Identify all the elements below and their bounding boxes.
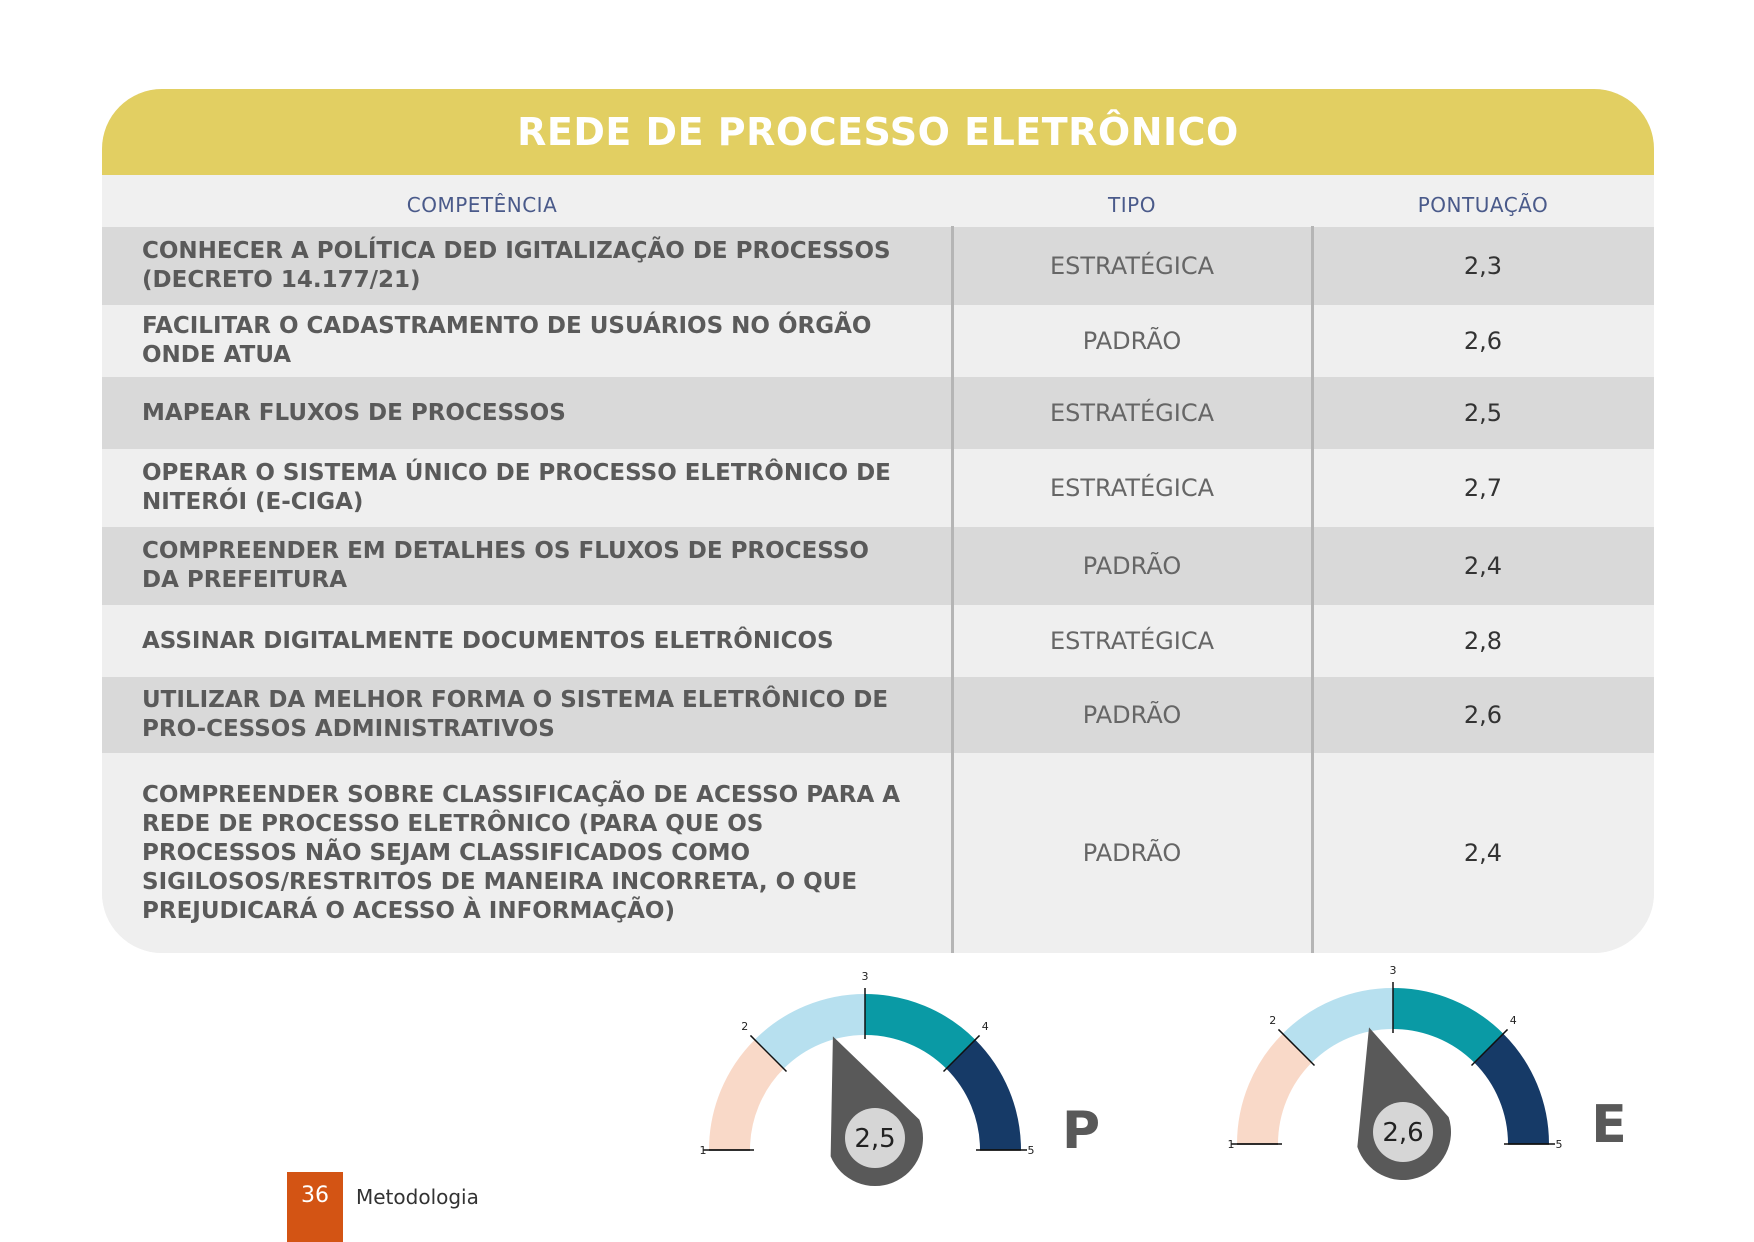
gauge-tick-label: 3 — [1390, 964, 1397, 977]
column-headers: COMPETÊNCIA TIPO PONTUAÇÃO — [102, 175, 1654, 227]
column-divider — [951, 226, 954, 953]
pontuacao-cell: 2,6 — [1463, 327, 1503, 355]
gauge-tick-label: 4 — [1510, 1014, 1517, 1027]
gauge-tick-label: 5 — [1028, 1144, 1035, 1157]
column-header-competencia: COMPETÊNCIA — [406, 193, 558, 217]
gauge-tick-label: 3 — [862, 970, 869, 983]
gauge-tick-label: 2 — [1269, 1014, 1276, 1027]
tipo-cell: ESTRATÉGICA — [1050, 399, 1214, 427]
gauge-band — [709, 1039, 784, 1150]
gauge-e: 1 2 3 4 5 2,6 E — [1228, 964, 1648, 1208]
gauge-band — [1393, 988, 1504, 1063]
gauge-tick-label: 4 — [982, 1020, 989, 1033]
table-row: UTILIZAR DA MELHOR FORMA O SISTEMA ELETR… — [102, 677, 1654, 753]
gauge-band — [1474, 1033, 1549, 1144]
competencia-cell: UTILIZAR DA MELHOR FORMA O SISTEMA ELETR… — [142, 687, 889, 742]
pontuacao-cell: 2,6 — [1463, 701, 1503, 729]
gauge-band — [946, 1039, 1021, 1150]
competencia-cell: FACILITAR O CADASTRAMENTO DE USUÁRIOS NO… — [142, 313, 872, 368]
tipo-cell: PADRÃO — [1082, 839, 1182, 867]
competencia-cell: COMPREENDER SOBRE CLASSIFICAÇÃO DE ACESS… — [142, 781, 901, 924]
table-row: CONHECER A POLÍTICA DED IGITALIZAÇÃO DE … — [102, 227, 1654, 305]
tipo-cell: PADRÃO — [1082, 552, 1182, 580]
gauge-tick-label: 5 — [1556, 1138, 1563, 1151]
column-divider — [1311, 226, 1314, 953]
tipo-cell: PADRÃO — [1082, 701, 1182, 729]
pontuacao-cell: 2,4 — [1463, 552, 1503, 580]
table-row: OPERAR O SISTEMA ÚNICO DE PROCESSO ELETR… — [102, 449, 1654, 527]
gauge-tick — [749, 1034, 788, 1073]
gauge-band — [1237, 1033, 1312, 1144]
pontuacao-cell: 2,3 — [1463, 252, 1503, 280]
gauge-value-label: 2,6 — [1382, 1118, 1423, 1148]
gauge-svg: 1 2 3 4 5 2,5 P — [700, 970, 1100, 1186]
gauge-tick — [942, 1034, 981, 1073]
gauge-value-circle — [845, 1108, 905, 1168]
gauge-p: 1 2 3 4 5 2,5 P — [700, 970, 1120, 1214]
gauge-band — [754, 994, 865, 1069]
page-number: 36 — [287, 1172, 343, 1242]
gauge-tick-label: 1 — [1228, 1138, 1235, 1151]
table-row: COMPREENDER EM DETALHES OS FLUXOS DE PRO… — [102, 527, 1654, 605]
gauge-letter: P — [1062, 1101, 1100, 1161]
gauge-tick — [1277, 1028, 1316, 1067]
pontuacao-cell: 2,7 — [1463, 474, 1503, 502]
gauge-band — [1282, 988, 1393, 1063]
competencia-cell: OPERAR O SISTEMA ÚNICO DE PROCESSO ELETR… — [142, 460, 891, 515]
table-row: FACILITAR O CADASTRAMENTO DE USUÁRIOS NO… — [102, 305, 1654, 377]
table-header-bar: REDE DE PROCESSO ELETRÔNICO — [102, 89, 1654, 175]
gauge-tick-label: 2 — [741, 1020, 748, 1033]
pontuacao-cell: 2,4 — [1463, 839, 1503, 867]
gauge-tick — [1470, 1028, 1509, 1067]
gauge-svg: 1 2 3 4 5 2,6 E — [1228, 964, 1627, 1181]
section-label: Metodologia — [356, 1185, 479, 1209]
gauge-value-label: 2,5 — [854, 1124, 895, 1154]
tipo-cell: ESTRATÉGICA — [1050, 627, 1214, 655]
table-row: COMPREENDER SOBRE CLASSIFICAÇÃO DE ACESS… — [102, 753, 1654, 953]
table-row: MAPEAR FLUXOS DE PROCESSOS ESTRATÉGICA 2… — [102, 377, 1654, 449]
tipo-cell: ESTRATÉGICA — [1050, 474, 1214, 502]
gauge-tick-label: 1 — [700, 1144, 707, 1157]
competencia-cell: ASSINAR DIGITALMENTE DOCUMENTOS ELETRÔNI… — [142, 627, 834, 654]
competencia-cell: CONHECER A POLÍTICA DED IGITALIZAÇÃO DE … — [142, 238, 891, 293]
gauge-band — [865, 994, 976, 1069]
pontuacao-cell: 2,5 — [1463, 399, 1503, 427]
gauge-letter: E — [1591, 1095, 1627, 1155]
table-row: ASSINAR DIGITALMENTE DOCUMENTOS ELETRÔNI… — [102, 605, 1654, 677]
gauge-value-circle — [1373, 1102, 1433, 1162]
tipo-cell: ESTRATÉGICA — [1050, 252, 1214, 280]
pontuacao-cell: 2,8 — [1463, 627, 1503, 655]
column-header-tipo: TIPO — [1108, 193, 1156, 217]
tipo-cell: PADRÃO — [1082, 327, 1182, 355]
competencia-cell: COMPREENDER EM DETALHES OS FLUXOS DE PRO… — [142, 538, 869, 593]
competency-table-card: REDE DE PROCESSO ELETRÔNICO COMPETÊNCIA … — [102, 89, 1654, 953]
column-header-pontuacao: PONTUAÇÃO — [1417, 193, 1549, 217]
table-title: REDE DE PROCESSO ELETRÔNICO — [517, 110, 1239, 154]
competencia-cell: MAPEAR FLUXOS DE PROCESSOS — [142, 399, 566, 426]
